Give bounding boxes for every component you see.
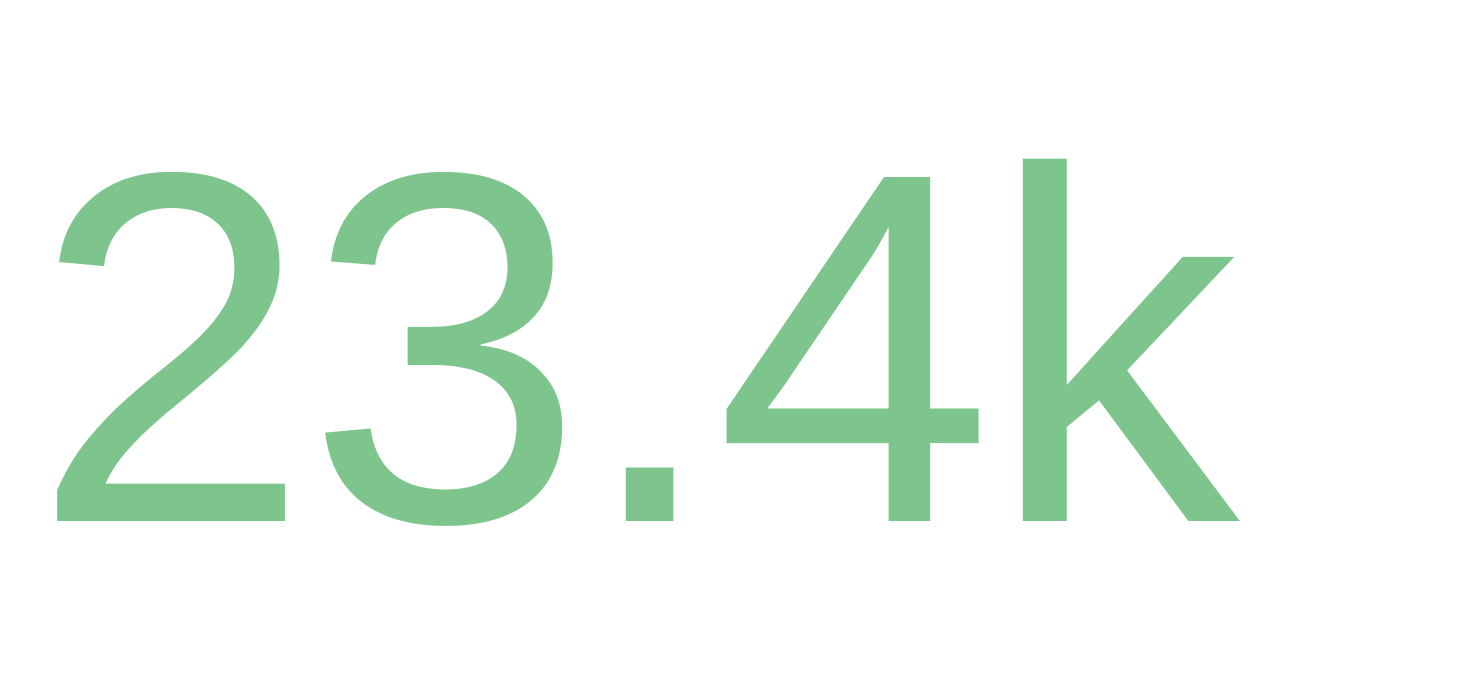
stat-value: 23.4k <box>32 68 1239 627</box>
